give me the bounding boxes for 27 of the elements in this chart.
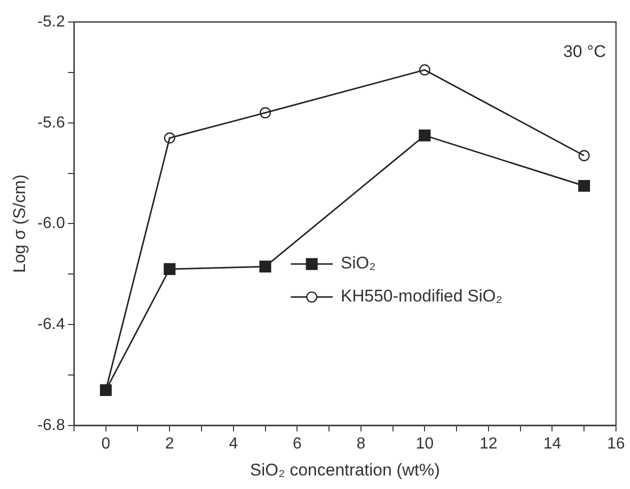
x-tick-label: 12 [480, 435, 498, 452]
x-tick-label: 2 [165, 435, 174, 452]
x-axis-title: SiO₂ concentration (wt%) [250, 460, 440, 480]
x-tick-label: 6 [292, 435, 302, 452]
annotation: 30 °C [563, 42, 606, 62]
legend-label: KH550-modified SiO₂ [340, 286, 502, 306]
point [259, 260, 272, 272]
point [578, 150, 590, 162]
point [164, 132, 176, 144]
x-tick-label: 0 [101, 435, 110, 452]
point [419, 64, 430, 76]
legend-label: SiO₂ [340, 254, 376, 273]
x-tick-label: 16 [607, 435, 625, 452]
x-tick-label: 8 [356, 435, 366, 452]
point [418, 130, 431, 142]
point [260, 107, 271, 118]
y-tick-label: -6.0 [37, 215, 66, 232]
x-tick-label: 14 [543, 435, 562, 452]
y-tick-label: -6.4 [37, 316, 66, 333]
y-tick-label: -6.8 [37, 416, 66, 434]
point [164, 263, 176, 275]
y-axis-title: Log σ (S/cm) [10, 174, 29, 273]
point [578, 180, 590, 192]
x-tick-label: 10 [416, 435, 434, 452]
y-tick-label: -5.2 [37, 13, 66, 30]
y-tick-label: -5.6 [37, 114, 66, 132]
x-tick-label: 4 [228, 435, 238, 452]
